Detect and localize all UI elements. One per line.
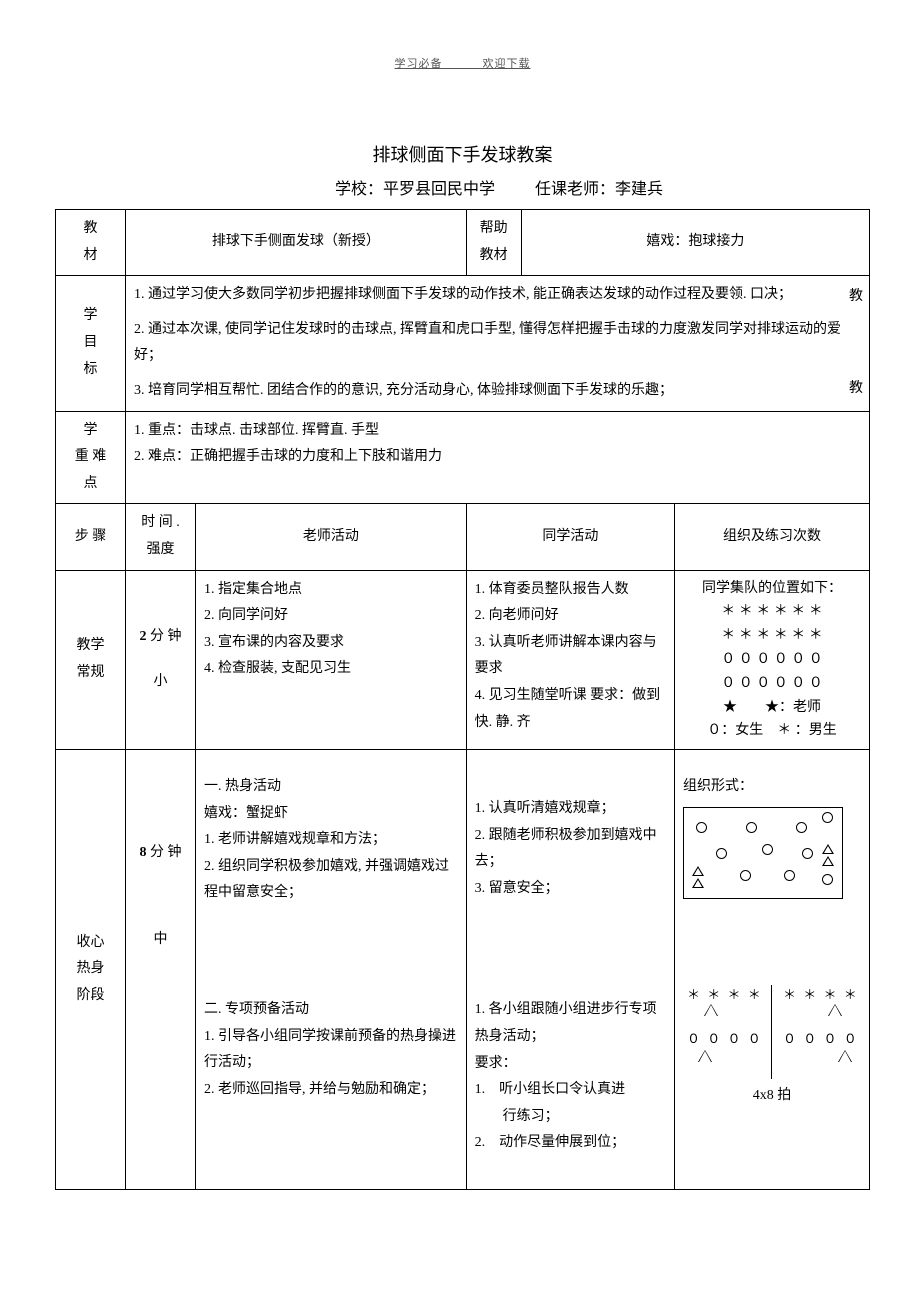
material-aux: 嬉戏：抱球接力 xyxy=(521,210,869,276)
warmup-time-unit: 分 钟 xyxy=(147,845,182,860)
routine-org-l4: ０ ０ ０ ０ ０ ０ xyxy=(683,672,861,696)
routine-org-l6: ０：女生 ＊ ：男生 xyxy=(683,719,861,743)
keypoint-2: 2. 难点：正确把握手击球的力度和上下肢和谐用力 xyxy=(134,444,861,471)
warmup-org-diagram-b: ＊ ＊ ＊ ＊ ＊ ＊ ＊ ＊ ０ ０ ０ ０ ０ ０ ０ ０ 4x8 拍 xyxy=(687,983,857,1103)
label-aux-material: 帮助 教材 xyxy=(466,210,521,276)
goals-cell: 教 1. 通过学习使大多数同学初步把握排球侧面下手发球的动作技术, 能正确表达发… xyxy=(126,276,870,411)
warmup-student: 1. 认真听清嬉戏规章； 2. 跟随老师积极参加到嬉戏中去； 3. 留意安全； … xyxy=(466,750,674,1190)
school-name: 平罗县回民中学 xyxy=(383,181,495,198)
row-goals: 学 目 标 教 1. 通过学习使大多数同学初步把握排球侧面下手发球的动作技术, … xyxy=(56,276,870,411)
routine-org-l5: ★ ★：老师 xyxy=(683,696,861,720)
doc-subtitle: 学校：平罗县回民中学 任课老师：李建兵 xyxy=(335,175,870,199)
routine-time-unit: 分 钟 xyxy=(147,629,182,644)
row-warmup: 收心 热身 阶段 8 分 钟 中 一. 热身活动 嬉戏：蟹捉虾 1. 老师讲解嬉… xyxy=(56,750,870,1190)
warmup-step: 收心 热身 阶段 xyxy=(56,750,126,1190)
routine-student: 1. 体育委员整队报告人数 2. 向老师问好 3. 认真听老师讲解本课内容与要求… xyxy=(466,570,674,750)
goal-3: 3. 培育同学相互帮忙. 团结合作的的意识, 充分活动身心, 体验排球侧面下手发… xyxy=(134,378,841,405)
warmup-org-diagram-a xyxy=(683,807,843,899)
warmup-intensity: 中 xyxy=(134,927,187,954)
warmup-teacher-b: 二. 专项预备活动 1. 引导各小组同学按课前预备的热身操进行活动； 2. 老师… xyxy=(204,997,458,1103)
row-material: 教 材 排球下手侧面发球（新授） 帮助 教材 嬉戏：抱球接力 xyxy=(56,210,870,276)
f2-r1r: ＊ ＊ ＊ ＊ xyxy=(783,983,859,1008)
warmup-org-a-title: 组织形式： xyxy=(683,774,861,801)
label-material: 教 材 xyxy=(56,210,126,276)
routine-intensity: 小 xyxy=(134,669,187,696)
keypoints-cell: 1. 重点：击球点. 击球部位. 挥臂直. 手型 2. 难点：正确把握手击球的力… xyxy=(126,411,870,504)
lesson-table: 教 材 排球下手侧面发球（新授） 帮助 教材 嬉戏：抱球接力 学 目 标 教 1… xyxy=(55,209,870,1190)
routine-time-num: 2 xyxy=(140,629,147,644)
teacher-label: 任课老师： xyxy=(535,181,615,198)
material-main: 排球下手侧面发球（新授） xyxy=(126,210,467,276)
edu-tag-top: 教 xyxy=(849,284,863,311)
header-note: 学习必备 _____ 欢迎下载 xyxy=(55,55,870,71)
warmup-time: 8 分 钟 中 xyxy=(126,750,196,1190)
warmup-teacher: 一. 热身活动 嬉戏：蟹捉虾 1. 老师讲解嬉戏规章和方法； 2. 组织同学积极… xyxy=(196,750,467,1190)
warmup-time-num: 8 xyxy=(140,845,147,860)
f2-r1l: ＊ ＊ ＊ ＊ xyxy=(687,983,763,1008)
row-headers: 步 骤 时 间 . 强度 老师活动 同学活动 组织及练习次数 xyxy=(56,504,870,570)
edu-tag-bottom: 教 xyxy=(849,376,863,403)
f2-caption: 4x8 拍 xyxy=(687,1083,857,1110)
warmup-student-b: 1. 各小组跟随小组进步行专项热身活动； 要求： 1. 听小组长口令认真进 行练… xyxy=(475,997,666,1157)
routine-step: 教学 常规 xyxy=(56,570,126,750)
hdr-teacher: 老师活动 xyxy=(196,504,467,570)
row-keypoints: 学 重 难 点 1. 重点：击球点. 击球部位. 挥臂直. 手型 2. 难点：正… xyxy=(56,411,870,504)
goal-1: 1. 通过学习使大多数同学初步把握排球侧面下手发球的动作技术, 能正确表达发球的… xyxy=(134,282,841,309)
school-label: 学校： xyxy=(335,181,383,198)
warmup-teacher-a: 一. 热身活动 嬉戏：蟹捉虾 1. 老师讲解嬉戏规章和方法； 2. 组织同学积极… xyxy=(204,774,458,907)
hdr-org: 组织及练习次数 xyxy=(675,504,870,570)
label-goals: 学 目 标 xyxy=(56,276,126,411)
routine-org-l3: ０ ０ ０ ０ ０ ０ xyxy=(683,648,861,672)
routine-org-l2: ＊ ＊ ＊ ＊ ＊ ＊ xyxy=(683,624,861,648)
page: 学习必备 _____ 欢迎下载 排球侧面下手发球教案 学校：平罗县回民中学 任课老… xyxy=(0,0,920,1230)
routine-org-l1: ＊ ＊ ＊ ＊ ＊ ＊ xyxy=(683,600,861,624)
routine-org-title: 同学集队的位置如下： xyxy=(683,577,861,601)
routine-teacher: 1. 指定集合地点 2. 向同学问好 3. 宣布课的内容及要求 4. 检查服装,… xyxy=(196,570,467,750)
f2-r2r: ０ ０ ０ ０ xyxy=(783,1027,859,1052)
goal-2: 2. 通过本次课, 使同学记住发球时的击球点, 挥臂直和虎口手型, 懂得怎样把握… xyxy=(134,317,841,370)
doc-title: 排球侧面下手发球教案 xyxy=(55,141,870,167)
keypoint-1: 1. 重点：击球点. 击球部位. 挥臂直. 手型 xyxy=(134,418,861,445)
hdr-student: 同学活动 xyxy=(466,504,674,570)
divider-line xyxy=(771,985,772,1079)
label-keypoints: 学 重 难 点 xyxy=(56,411,126,504)
routine-time: 2 分 钟 小 xyxy=(126,570,196,750)
warmup-org: 组织形式： xyxy=(675,750,870,1190)
warmup-student-a: 1. 认真听清嬉戏规章； 2. 跟随老师积极参加到嬉戏中去； 3. 留意安全； xyxy=(475,796,666,902)
f2-r2l: ０ ０ ０ ０ xyxy=(687,1027,763,1052)
hdr-step: 步 骤 xyxy=(56,504,126,570)
routine-org: 同学集队的位置如下： ＊ ＊ ＊ ＊ ＊ ＊ ＊ ＊ ＊ ＊ ＊ ＊ ０ ０ ０… xyxy=(675,570,870,750)
hdr-time: 时 间 . 强度 xyxy=(126,504,196,570)
teacher-name: 李建兵 xyxy=(615,181,663,198)
row-routine: 教学 常规 2 分 钟 小 1. 指定集合地点 2. 向同学问好 3. 宣布课的… xyxy=(56,570,870,750)
